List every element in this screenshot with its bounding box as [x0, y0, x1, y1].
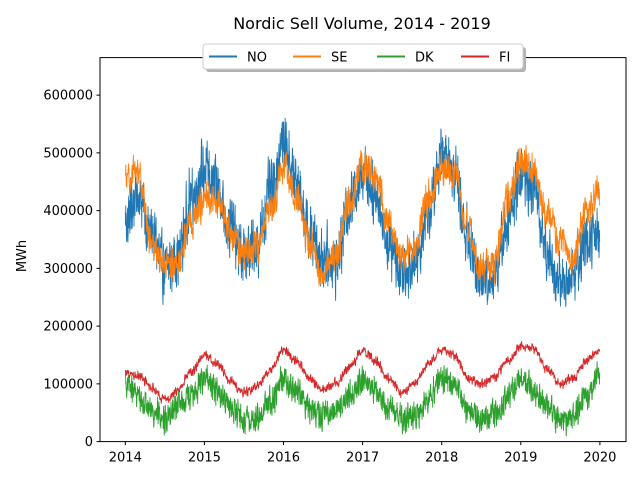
- series-layer: [124, 117, 601, 437]
- legend-label-dk: DK: [415, 51, 434, 66]
- legend-label-se: SE: [331, 51, 347, 66]
- series-line-se: [124, 144, 601, 287]
- x-tick-label: 2019: [504, 451, 537, 466]
- y-tick-label: 300000: [43, 262, 93, 277]
- legend-box: [202, 43, 524, 70]
- legend-label-fi: FI: [499, 51, 510, 66]
- x-tick-label: 2015: [188, 451, 221, 466]
- y-axis: 0 100000 200000 300000 400000 500000 600000: [43, 89, 100, 450]
- y-tick-label: 500000: [43, 146, 93, 161]
- legend: NO SE DK FI: [202, 43, 526, 72]
- x-axis: 2014 2015 2016 2017 2018 2019 2020: [109, 441, 616, 466]
- y-tick-label: 400000: [43, 204, 93, 219]
- series-line-dk: [124, 361, 601, 437]
- y-tick-label: 0: [85, 435, 93, 450]
- x-tick-label: 2017: [346, 451, 379, 466]
- y-tick-label: 200000: [43, 320, 93, 335]
- y-tick-label: 100000: [43, 377, 93, 392]
- x-tick-label: 2020: [583, 451, 616, 466]
- y-tick-label: 600000: [43, 89, 93, 104]
- series-line-fi: [124, 341, 601, 404]
- chart-title: Nordic Sell Volume, 2014 - 2019: [233, 14, 491, 33]
- x-tick-label: 2016: [267, 451, 300, 466]
- legend-label-no: NO: [247, 51, 267, 66]
- x-tick-label: 2014: [109, 451, 142, 466]
- x-tick-label: 2018: [425, 451, 458, 466]
- y-axis-label: MWh: [15, 240, 30, 272]
